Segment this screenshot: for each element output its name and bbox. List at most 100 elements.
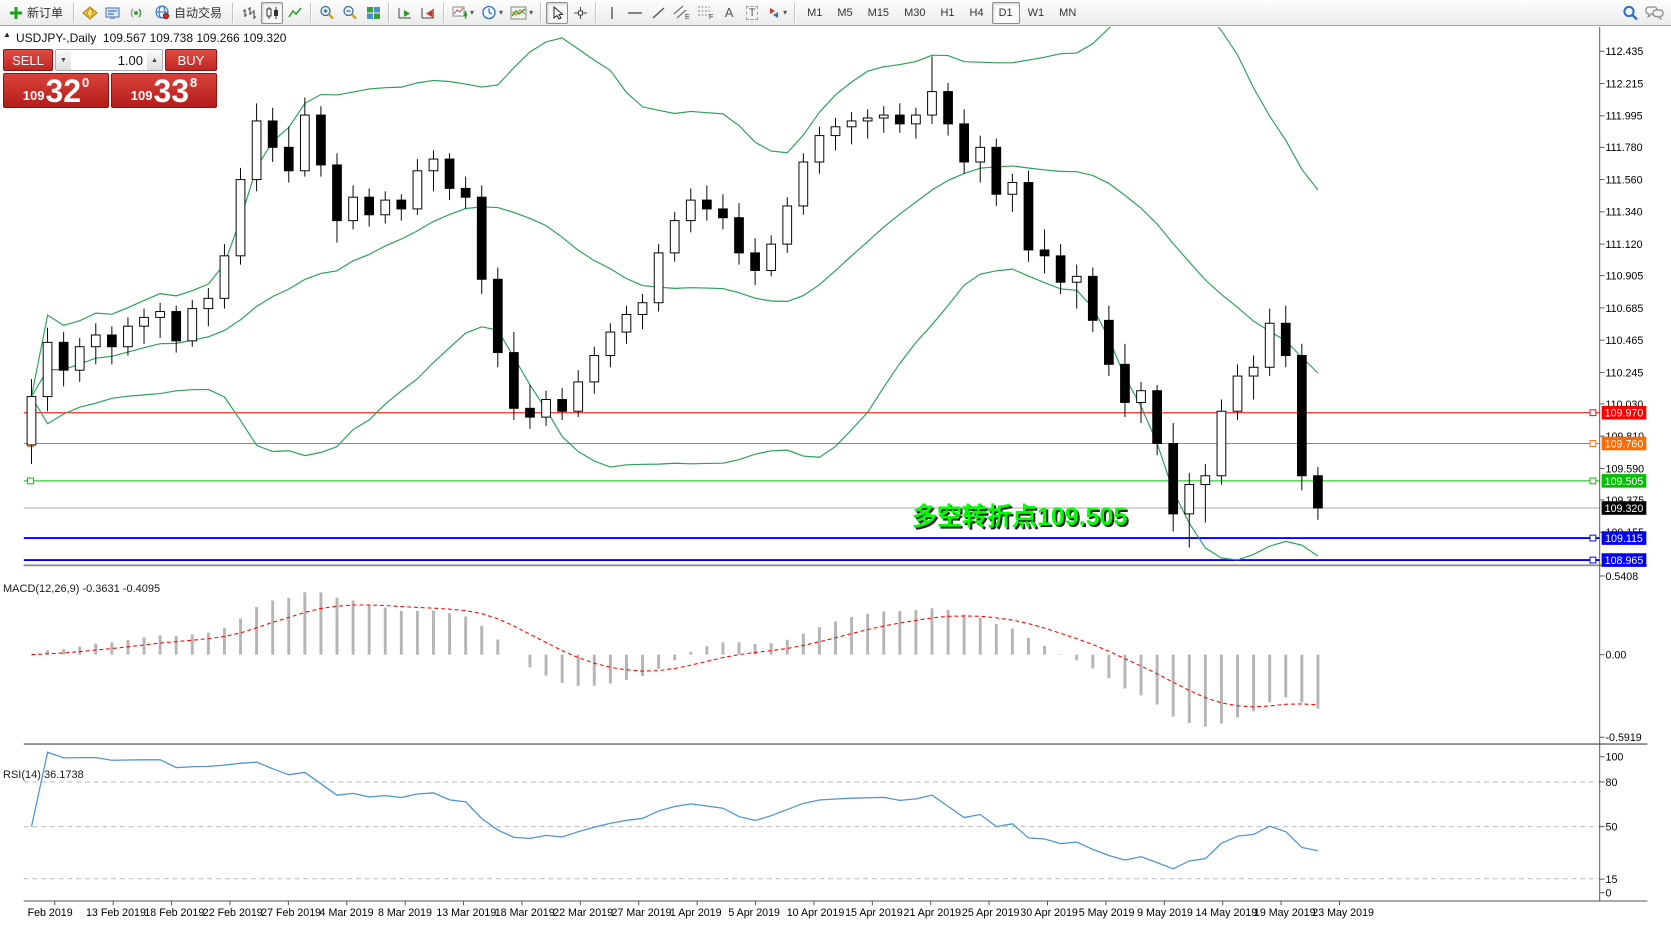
date-tick-label: 27 Feb 2019 [261,907,321,919]
candle-body [685,199,696,222]
timeframe-m1-button[interactable]: M1 [807,6,823,19]
svg-text:109.970: 109.970 [1605,408,1644,420]
horizontal-line-button[interactable] [624,2,646,24]
auto-scroll-button[interactable] [394,2,416,24]
rsi-pane[interactable] [23,751,1600,880]
timeframe-h4-button[interactable]: H4 [969,6,984,19]
chart-canvas[interactable]: 112.435 112.215 111.995 111.780 111.560 111.3… [0,27,1671,952]
bar-chart-button[interactable] [238,2,260,24]
sell-price-tile[interactable]: 109 32 0 [3,73,109,108]
profiles-button[interactable] [79,2,101,24]
hline-handle[interactable] [1589,556,1597,564]
chart-title: USDJPY-,Daily 109.567 109.738 109.266 10… [16,31,286,45]
timeframe-w1-button[interactable]: W1 [1027,6,1045,19]
date-tick-label: 13 Feb 2019 [86,907,146,919]
periods-button[interactable]: ▾ [478,2,506,24]
hline-handle[interactable] [1589,409,1597,417]
timeframe-m15-button[interactable]: M15 [867,6,890,19]
candlestick-chart-button[interactable] [261,1,284,24]
toolbar-separator [794,2,797,23]
date-tick-label: 5 May 2019 [1079,907,1135,919]
price-tick-label: 111.780 [1606,142,1643,154]
chart-shift-button[interactable] [417,2,439,24]
candle-body [1313,475,1323,509]
current-price-badge[interactable]: 109.320 [1601,501,1647,515]
candle-body [637,302,648,315]
collapse-chart-icon[interactable]: ▲ [3,30,11,39]
timeframe-m5-button[interactable]: M5 [837,6,853,19]
hline-handle[interactable] [27,477,34,485]
buy-button[interactable]: BUY [165,49,217,71]
price-tick-label: 111.340 [1606,207,1643,219]
candle-body [1136,390,1146,403]
hline-handle[interactable] [1589,440,1597,447]
price-badge-108.965[interactable]: 108.965 [1601,553,1647,567]
macd-signal-line [31,604,1318,708]
cursor-button[interactable] [546,1,569,24]
zoom-in-button[interactable] [316,2,338,24]
candle-body [862,117,873,122]
trendline-button[interactable] [647,2,669,24]
equidistant-channel-button[interactable]: E [670,2,693,24]
price-badge-109.505[interactable]: 109.505 [1601,474,1647,488]
candle-body [798,161,809,207]
hline-handle[interactable] [1589,477,1597,485]
candle-body [669,220,680,254]
price-tick-label: 111.560 [1606,174,1643,186]
fibonacci-button[interactable]: F [694,2,717,24]
text-label-button[interactable]: T [741,2,763,24]
hline-handle[interactable] [1589,534,1597,542]
candle-body [589,355,600,383]
vertical-line-button[interactable] [601,2,623,24]
main-toolbar: 新订单 自动交易 [0,0,1671,26]
market-watch-button[interactable] [102,2,124,24]
main-price-pane[interactable] [23,27,1600,564]
buy-price-tile[interactable]: 109 33 8 [111,73,217,108]
chart-annotation-text[interactable]: 多空转折点109.505 [912,503,1128,531]
chat-icon[interactable] [1645,5,1664,21]
auto-trading-button[interactable]: 自动交易 [148,2,228,24]
price-tick-label: 112.215 [1606,78,1644,90]
toolbar-separator [73,2,76,23]
data-window-button[interactable] [125,2,147,24]
new-order-button[interactable]: 新订单 [3,2,69,24]
price-badge-109.115[interactable]: 109.115 [1601,531,1647,545]
candles [26,56,1323,548]
arrows-button[interactable]: ▾ [764,2,790,24]
price-badge-109.760[interactable]: 109.760 [1601,436,1647,451]
candle-body [621,313,632,333]
broadcast-icon [128,6,144,20]
rsi-axis-label: 50 [1606,822,1618,834]
macd-label: MACD(12,26,9) -0.3631 -0.4095 [3,583,161,595]
timeframe-mn-button[interactable]: MN [1059,6,1077,19]
crosshair-button[interactable] [569,2,591,24]
volume-increase-button[interactable]: ▲ [147,50,162,70]
timeframe-m30-button[interactable]: M30 [904,6,926,19]
candle-body [1232,375,1243,412]
line-chart-button[interactable] [284,2,306,24]
candle-body [557,399,567,412]
indicators-caret-icon: ▾ [470,8,475,17]
candle-body [492,278,503,354]
tile-windows-button[interactable] [362,2,384,24]
candle-body [267,120,278,148]
macd-pane[interactable] [31,592,1320,727]
timeframe-d1-button[interactable]: D1 [991,1,1020,24]
price-badge-109.970[interactable]: 109.970 [1601,405,1647,420]
volume-decrease-button[interactable]: ▼ [56,50,71,70]
timeframe-h1-button[interactable]: H1 [940,6,955,19]
text-tool-button[interactable]: A [718,2,740,24]
sell-button[interactable]: SELL [3,49,53,71]
indicators-button[interactable]: ▾ [449,2,477,24]
zoom-out-button[interactable] [339,2,361,24]
profile-gem-icon [82,5,98,20]
candle-body [74,346,85,371]
volume-input[interactable] [71,50,147,70]
candle-body [1120,363,1130,403]
date-tick-label: 4 Mar 2019 [320,907,374,919]
templates-button[interactable]: ▾ [507,2,536,24]
chart-symbol-period: USDJPY-,Daily [16,31,97,45]
candle-body [460,187,471,198]
search-icon[interactable] [1622,5,1639,21]
